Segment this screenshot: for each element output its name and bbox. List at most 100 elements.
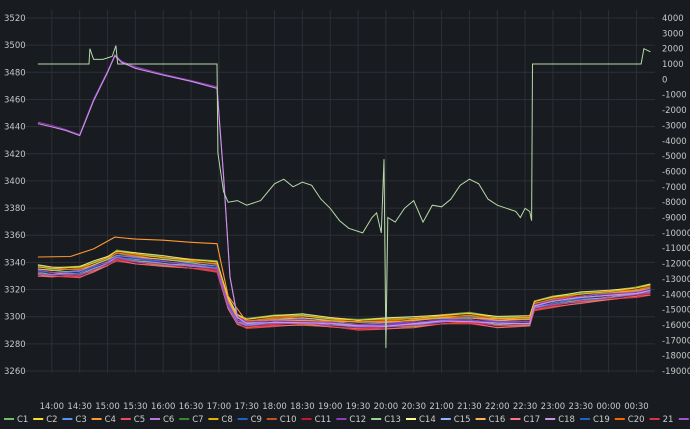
legend-swatch bbox=[91, 418, 102, 420]
legend-item-c17[interactable]: C17 bbox=[510, 415, 540, 425]
x-tick-label: 22:30 bbox=[513, 402, 538, 412]
legend-label: C16 bbox=[489, 415, 506, 425]
legend-item-c1[interactable]: C1 bbox=[4, 415, 28, 425]
x-tick-label: 19:30 bbox=[346, 402, 371, 412]
left-tick-label: 3300 bbox=[4, 313, 26, 323]
legend-label: C10 bbox=[280, 415, 297, 425]
right-tick-label: 4000 bbox=[662, 14, 684, 24]
legend-item-c18[interactable]: C18 bbox=[545, 415, 575, 425]
left-tick-label: 3260 bbox=[4, 367, 26, 377]
legend-item-22[interactable]: 22 bbox=[678, 415, 690, 425]
legend-item-c15[interactable]: C15 bbox=[440, 415, 471, 425]
legend-swatch bbox=[150, 418, 160, 420]
right-tick-label: -5000 bbox=[662, 152, 687, 162]
right-tick-label: 2000 bbox=[662, 45, 684, 55]
legend-item-c6[interactable]: C6 bbox=[150, 415, 174, 425]
legend-swatch bbox=[475, 418, 486, 420]
legend-item-c8[interactable]: C8 bbox=[208, 415, 233, 425]
legend-item-c9[interactable]: C9 bbox=[237, 415, 262, 425]
left-tick-label: 3320 bbox=[4, 286, 26, 296]
legend-item-c16[interactable]: C16 bbox=[475, 415, 506, 425]
right-axis-ticks: 4000 3000 2000 1000 0 -1000 -2000 -3000 -4000 -50… bbox=[662, 14, 690, 377]
right-tick-label: -15000 bbox=[662, 306, 690, 316]
series-line-c12 bbox=[37, 53, 651, 326]
right-tick-label: -8000 bbox=[662, 198, 687, 208]
legend-item-21[interactable]: 21 bbox=[649, 415, 674, 425]
legend-swatch bbox=[62, 418, 73, 420]
left-tick-label: 3360 bbox=[4, 231, 26, 241]
right-tick-label: -16000 bbox=[662, 321, 690, 331]
x-tick-label: 14:00 bbox=[40, 402, 65, 412]
grid-lines bbox=[24, 10, 655, 373]
right-tick-label: -6000 bbox=[662, 167, 687, 177]
x-tick-label: 23:00 bbox=[541, 402, 566, 412]
x-tick-label: 16:00 bbox=[151, 402, 176, 412]
legend-item-c4[interactable]: C4 bbox=[91, 415, 116, 425]
x-tick-label: 18:00 bbox=[262, 402, 287, 412]
left-tick-label: 3280 bbox=[4, 340, 26, 350]
legend-label: C19 bbox=[593, 415, 610, 425]
legend-item-c5[interactable]: C5 bbox=[120, 415, 145, 425]
legend-item-c2[interactable]: C2 bbox=[33, 415, 58, 425]
right-tick-label: 1000 bbox=[662, 60, 684, 70]
x-tick-label: 15:00 bbox=[95, 402, 120, 412]
legend-item-c12[interactable]: C12 bbox=[336, 415, 366, 425]
legend-label: C1 bbox=[17, 415, 28, 425]
x-tick-label: 00:00 bbox=[596, 402, 621, 412]
legend-item-c7[interactable]: C7 bbox=[179, 415, 204, 425]
legend-label: C20 bbox=[628, 415, 645, 425]
legend-swatch bbox=[545, 418, 556, 420]
legend-item-c19[interactable]: C19 bbox=[580, 415, 610, 425]
legend-label: C12 bbox=[349, 415, 366, 425]
legend-swatch bbox=[649, 418, 660, 420]
legend-item-c3[interactable]: C3 bbox=[62, 415, 87, 425]
legend-swatch bbox=[179, 418, 190, 420]
legend-swatch bbox=[266, 418, 277, 420]
right-tick-label: -18000 bbox=[662, 352, 690, 362]
x-tick-label: 20:00 bbox=[374, 402, 399, 412]
legend-swatch bbox=[406, 418, 416, 420]
x-tick-label: 20:30 bbox=[401, 402, 426, 412]
legend-item-c13[interactable]: C13 bbox=[371, 415, 401, 425]
series-line-c2 bbox=[37, 256, 651, 327]
legend[interactable]: C1 C2 C3 C4 C5 C6 C7 C8 C9 C10 C11 C12 C13 C14 C15 C16 C… bbox=[4, 415, 690, 425]
left-tick-label: 3480 bbox=[4, 68, 26, 78]
x-tick-label: 14:30 bbox=[67, 402, 92, 412]
series-line-c4 bbox=[37, 236, 651, 323]
legend-swatch bbox=[4, 418, 14, 420]
left-tick-label: 3500 bbox=[4, 41, 26, 51]
left-tick-label: 3520 bbox=[4, 14, 26, 24]
left-tick-label: 3380 bbox=[4, 204, 26, 214]
legend-label: C2 bbox=[46, 415, 57, 425]
right-tick-label: -7000 bbox=[662, 183, 687, 193]
legend-label: C8 bbox=[221, 415, 232, 425]
x-tick-label: 17:30 bbox=[234, 402, 259, 412]
right-tick-label: -2000 bbox=[662, 106, 687, 116]
legend-swatch bbox=[208, 418, 219, 420]
legend-item-c14[interactable]: C14 bbox=[406, 415, 436, 425]
x-tick-label: 23:30 bbox=[569, 402, 594, 412]
series-line-c19 bbox=[37, 256, 651, 327]
legend-label: C3 bbox=[75, 415, 86, 425]
series-line-right-axis bbox=[37, 45, 651, 349]
legend-label: C5 bbox=[134, 415, 145, 425]
legend-swatch bbox=[120, 418, 131, 420]
legend-label: C17 bbox=[523, 415, 540, 425]
right-tick-label: -11000 bbox=[662, 244, 690, 254]
x-tick-label: 15:30 bbox=[123, 402, 148, 412]
legend-label: C18 bbox=[558, 415, 575, 425]
left-axis-ticks: 3260 3280 3300 3320 3340 3360 3380 3400 3420 3440… bbox=[4, 14, 26, 377]
right-tick-label: -1000 bbox=[662, 91, 687, 101]
legend-label: C7 bbox=[192, 415, 203, 425]
legend-swatch bbox=[580, 418, 590, 420]
left-tick-label: 3420 bbox=[4, 150, 26, 160]
right-tick-label: -17000 bbox=[662, 336, 690, 346]
legend-label: C9 bbox=[251, 415, 262, 425]
x-tick-label: 21:30 bbox=[457, 402, 482, 412]
x-tick-label: 21:00 bbox=[429, 402, 454, 412]
legend-item-c20[interactable]: C20 bbox=[614, 415, 645, 425]
series-line-c18 bbox=[37, 54, 651, 327]
legend-item-c11[interactable]: C11 bbox=[301, 415, 332, 425]
legend-swatch bbox=[301, 418, 312, 420]
legend-item-c10[interactable]: C10 bbox=[266, 415, 297, 425]
